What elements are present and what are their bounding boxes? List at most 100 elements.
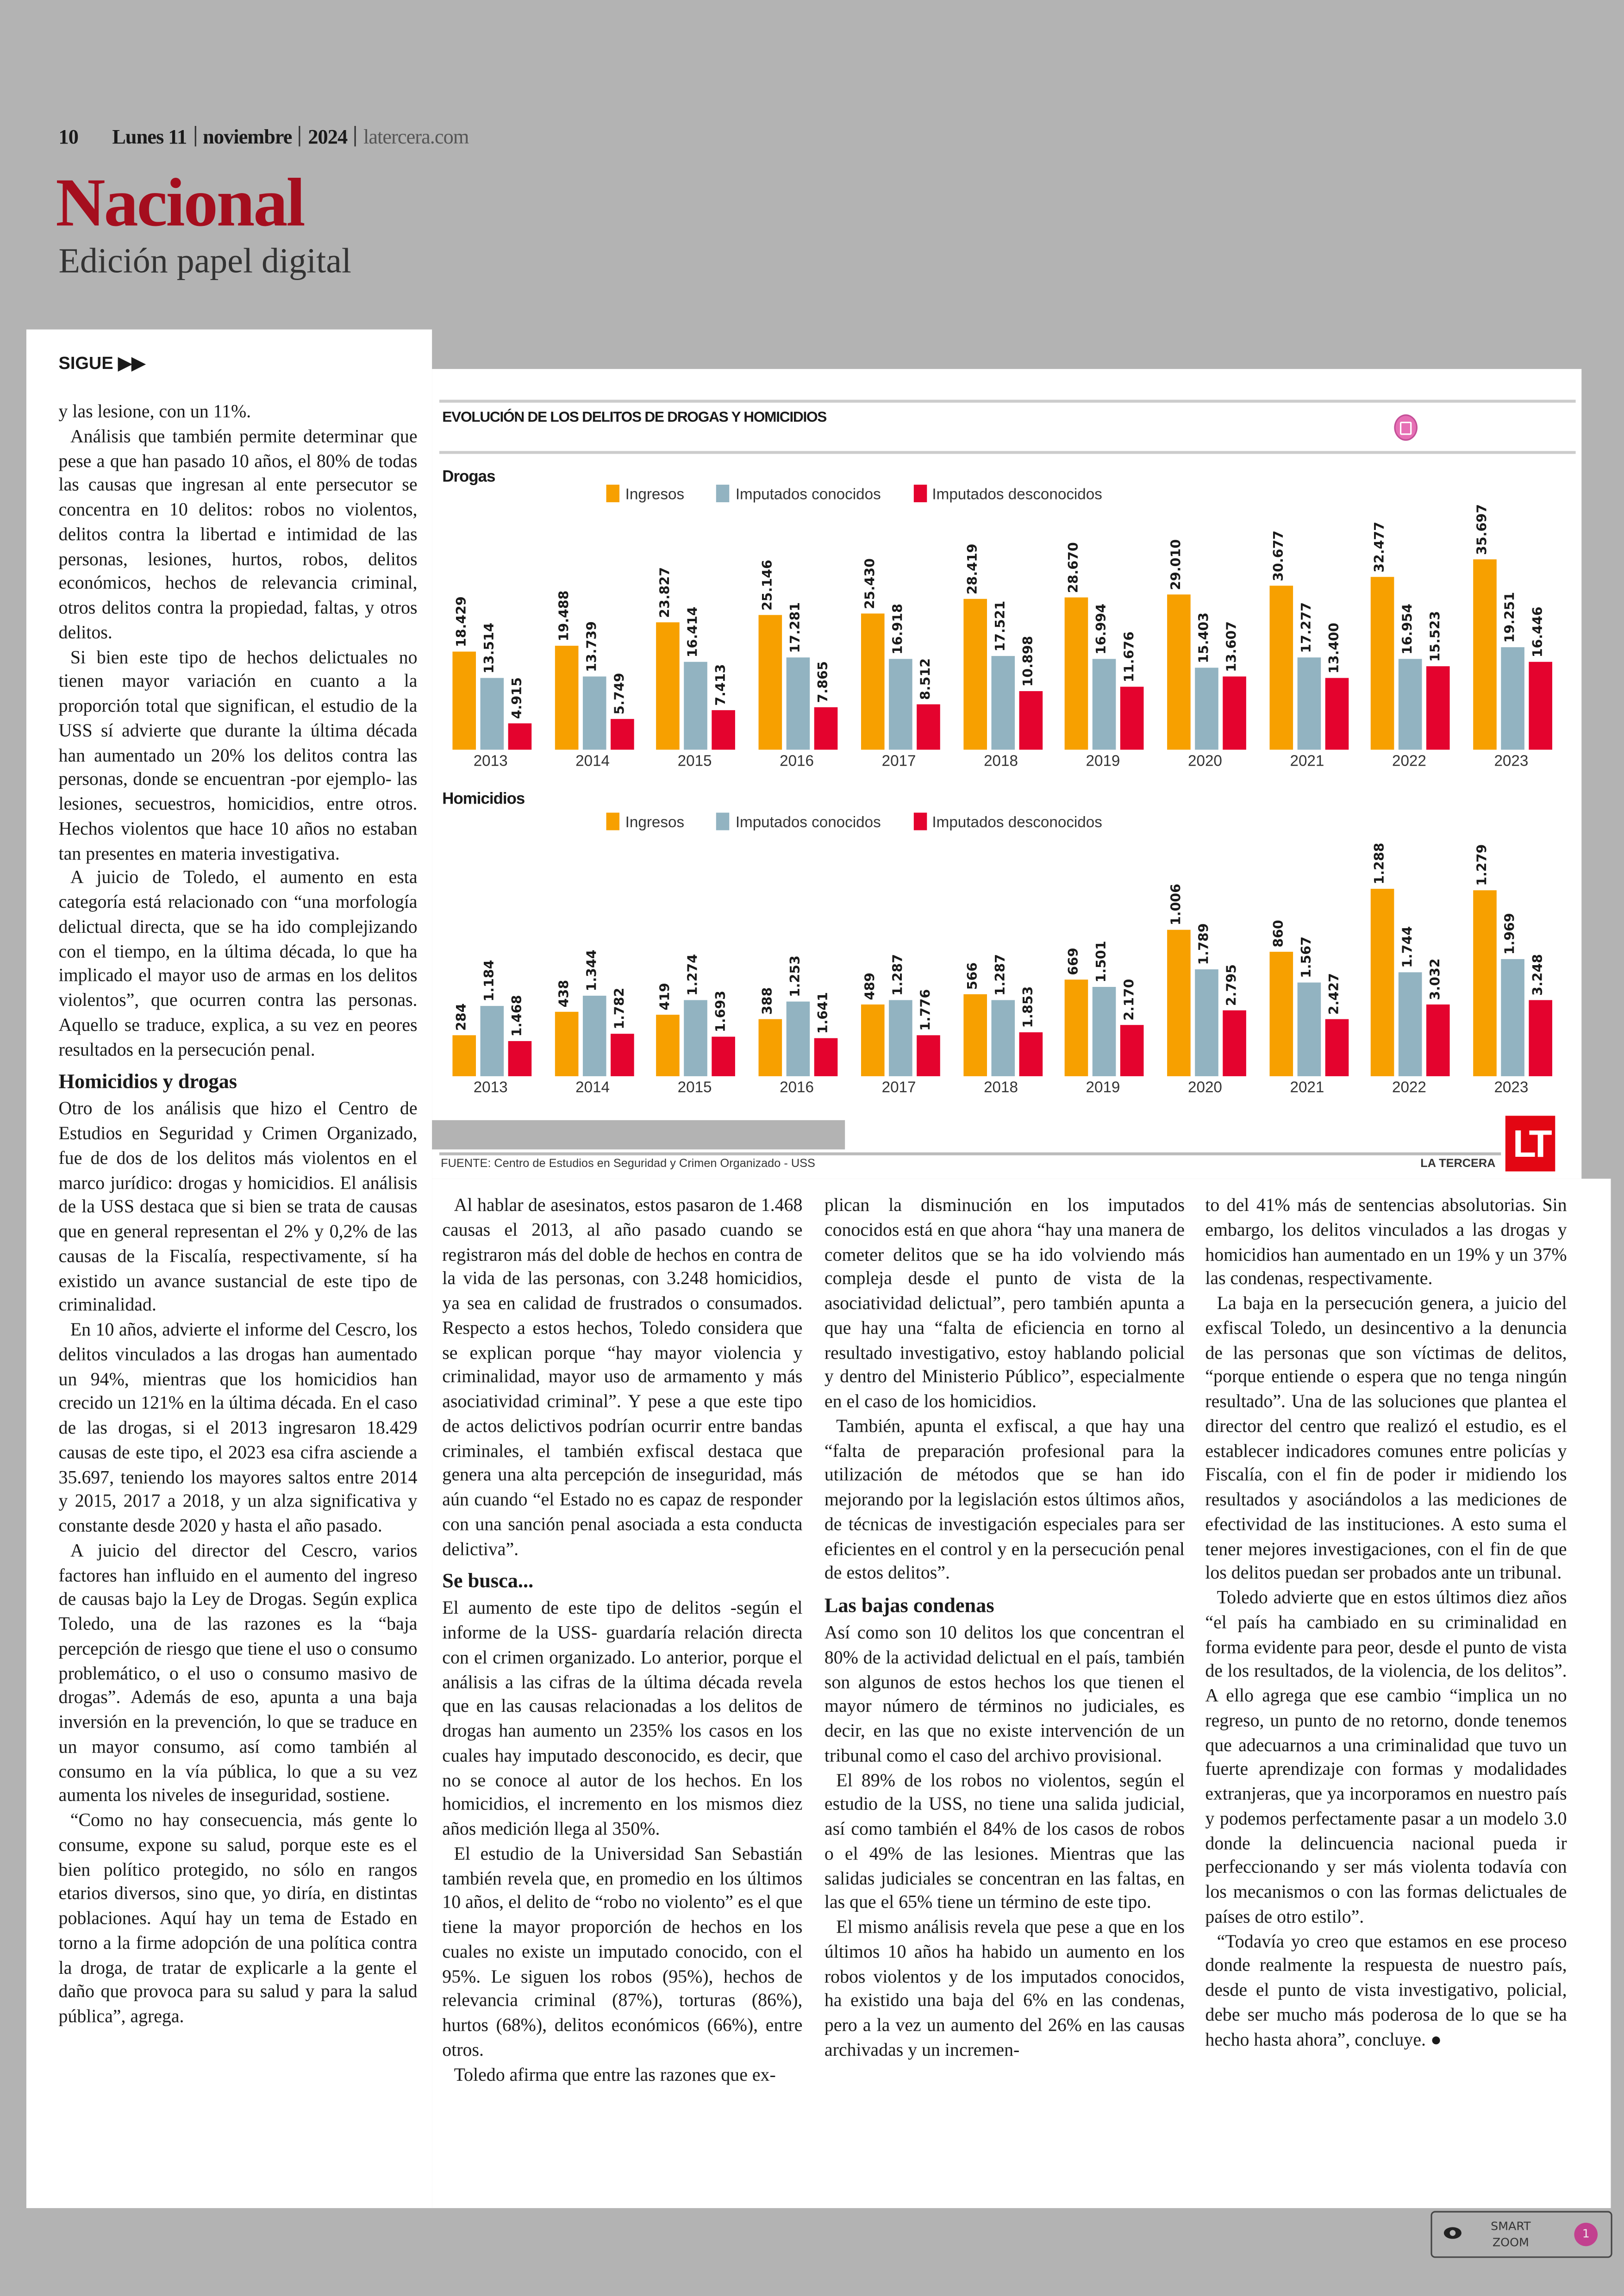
data-label: 16.446 [1531,606,1547,658]
data-label: 13.607 [1225,622,1240,673]
article-panel-left [26,329,432,2209]
bar-imputados-desconocidos [1426,667,1450,750]
chart-subtitle: Homicidios [442,791,525,809]
data-label: 1.782 [613,988,628,1030]
bar-imputados-conocidos [888,999,912,1076]
data-label: 284 [455,1003,470,1031]
paragraph: “Todavía yo creo que estamos en ese proc… [1205,1930,1567,2049]
legend-label: Ingresos [625,814,685,832]
bar-ingresos [452,1035,476,1076]
bar-imputados-desconocidos [1426,1005,1450,1076]
chart-legend: Ingresos Imputados conocidos Imputados des… [606,485,1102,504]
paragraph: En 10 años, advierte el informe del Cesc… [58,1319,418,1536]
legend-swatch [716,485,730,502]
x-tick-label: 2014 [575,1079,610,1097]
x-tick-label: 2016 [780,1079,814,1097]
chart-title: EVOLUCIÓN DE LOS DELITOS DE DROGAS Y HOM… [442,410,827,426]
data-label: 16.994 [1095,604,1111,655]
legend-label: Imputados conocidos [735,814,881,832]
data-label: 4.915 [511,677,526,719]
legend-item: Imputados conocidos [716,812,881,832]
smart-zoom-label-2: ZOOM [1492,2236,1529,2249]
x-tick-label: 2014 [575,752,610,770]
data-label: 1.253 [789,955,804,998]
bar-ingresos [861,614,884,750]
bar-ingresos [1065,597,1088,750]
data-label: 419 [659,983,675,1011]
bar-imputados-desconocidos [916,704,940,750]
data-label: 1.501 [1095,941,1111,983]
bar-imputados-conocidos [684,662,708,750]
bar-imputados-desconocidos [508,1042,532,1076]
gallery-icon[interactable] [1394,414,1418,441]
paragraph: Si bien este tipo de hechos delictuales … [58,646,418,863]
data-label: 18.429 [455,596,470,647]
data-label: 25.146 [762,560,776,611]
data-label: 17.277 [1299,602,1315,654]
smart-zoom-button[interactable]: SMART ZOOM 1 [1430,2211,1612,2258]
data-label: 1.744 [1402,926,1417,968]
legend-swatch [606,812,620,830]
legend-label: Imputados desconocidos [932,814,1102,832]
data-label: 35.697 [1476,504,1491,555]
subheading: Se busca... [442,1571,534,1594]
bar-imputados-desconocidos [610,1034,634,1076]
bar-ingresos [1473,559,1497,750]
data-label: 1.567 [1299,937,1315,979]
chart-header-rule [439,451,1576,454]
legend-item: Imputados desconocidos [913,812,1102,832]
paragraph: Toledo advierte que en estos últimos die… [1205,1587,1567,1927]
legend-item: Imputados conocidos [716,485,881,504]
x-tick-label: 2020 [1187,1079,1222,1097]
bar-imputados-conocidos [1297,983,1320,1076]
data-label: 16.954 [1402,604,1417,655]
article-column-4: to del 41% más de sentencias absolutoria… [1205,1193,1567,2052]
x-tick-label: 2015 [677,752,712,770]
data-label: 1.969 [1504,913,1519,955]
data-label: 566 [966,962,981,990]
bar-imputados-conocidos [990,999,1014,1076]
x-tick-label: 2019 [1086,1079,1120,1097]
x-tick-label: 2018 [984,1079,1018,1097]
x-tick-label: 2017 [881,752,916,770]
bar-imputados-conocidos [1194,970,1218,1076]
data-label: 30.677 [1272,530,1287,582]
x-tick-label: 2021 [1290,1079,1324,1097]
section-title: Nacional [56,165,306,242]
data-label: 1.006 [1170,884,1185,926]
data-label: 3.032 [1430,959,1444,1001]
data-label: 25.430 [863,559,879,610]
x-tick-label: 2020 [1187,752,1222,770]
paragraph: to del 41% más de sentencias absolutoria… [1205,1195,1567,1289]
bar-ingresos [962,994,987,1076]
site-link[interactable]: latercera.com [363,127,469,150]
chart-footer-rule [439,1152,1501,1155]
bar-imputados-conocidos [1501,647,1524,750]
legend-item: Imputados desconocidos [913,485,1102,504]
bar-imputados-desconocidos [814,1037,838,1076]
data-label: 1.288 [1374,842,1389,885]
bar-ingresos [1065,979,1088,1076]
data-label: 13.739 [585,621,600,672]
data-label: 1.274 [687,954,702,996]
data-label: 7.413 [715,664,730,706]
bar-imputados-conocidos [480,1005,504,1076]
bar-imputados-desconocidos [1529,1000,1552,1076]
bar-imputados-conocidos [1093,659,1116,750]
data-label: 1.279 [1476,844,1491,886]
brand-name: LA TERCERA [1420,1156,1496,1170]
bar-imputados-desconocidos [712,1036,736,1076]
bar-imputados-desconocidos [1324,1019,1349,1076]
article-column-3: plican la disminución en los imputados c… [824,1193,1185,2062]
paragraph: Otro de los análisis que hizo el Centro … [58,1098,418,1316]
data-label: 438 [557,980,572,1008]
subheading: Las bajas condenas [824,1596,994,1618]
page-number: 10 [58,127,79,150]
bar-ingresos [1167,930,1191,1076]
paragraph: A juicio del director del Cescro, varios… [58,1540,418,1806]
chart-legend: Ingresos Imputados conocidos Imputados des… [606,812,1102,832]
chart-source: FUENTE: Centro de Estudios en Seguridad … [441,1156,815,1170]
bar-imputados-desconocidos [1018,1033,1042,1076]
bar-imputados-conocidos [1194,668,1218,750]
bar-imputados-conocidos [582,676,606,750]
